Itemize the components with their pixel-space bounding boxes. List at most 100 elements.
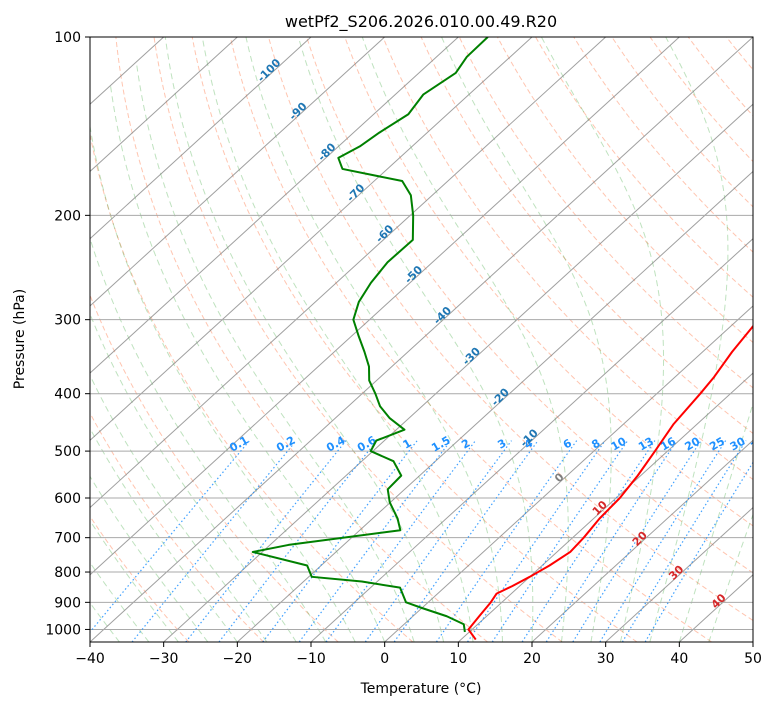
x-tick-label: 10 <box>449 651 467 667</box>
y-tick-label: 600 <box>54 491 81 507</box>
y-tick-label: 800 <box>54 565 81 581</box>
dewpoint-line <box>251 37 489 633</box>
y-tick-label: 200 <box>54 208 81 224</box>
isotherm-line <box>90 37 312 240</box>
moist-adiabat <box>297 37 534 642</box>
dry-adiabat <box>535 37 753 298</box>
moist-adiabat <box>361 37 569 642</box>
isotherm-line <box>236 170 753 642</box>
moist-adiabat <box>649 37 729 642</box>
y-tick-label: 300 <box>54 313 81 329</box>
x-tick-label: 20 <box>523 651 541 667</box>
mixing-ratio-line <box>393 440 539 642</box>
mixing-ratio-line <box>185 440 347 642</box>
moist-adiabat <box>245 37 504 642</box>
isotherm-line <box>90 37 753 642</box>
isotherm-line <box>605 506 753 642</box>
y-tick-label: 700 <box>54 531 81 547</box>
dry-adiabat <box>458 37 753 389</box>
isotherm-label: -50 <box>402 263 425 286</box>
isotherm-line <box>90 37 533 442</box>
y-tick-label: 500 <box>54 444 81 460</box>
mixing-ratio-line <box>545 440 678 642</box>
isotherm-label: 40 <box>709 591 729 611</box>
moist-adiabat <box>540 37 665 642</box>
isotherm-line <box>457 372 753 642</box>
x-tick-label: −20 <box>223 651 253 667</box>
x-tick-label: 30 <box>597 651 615 667</box>
isotherm-label: -20 <box>489 385 512 408</box>
isotherm-label: 10 <box>590 498 610 518</box>
x-tick-label: 0 <box>380 651 389 667</box>
dry-adiabat <box>115 37 488 642</box>
moist-adiabat <box>708 513 753 642</box>
dry-adiabat <box>687 37 753 117</box>
mixing-ratio-line <box>621 440 747 642</box>
mixing-ratio-label: 3 <box>495 437 508 452</box>
dry-adiabat <box>90 515 190 642</box>
axes: −40 −30 −20 −10 0 10 20 30 40 50 1000 900 800 700 600 5… <box>45 30 762 667</box>
isotherm-line <box>163 103 753 642</box>
mixing-ratio-line <box>131 440 297 642</box>
isotherm-line <box>531 439 753 642</box>
x-axis-label: Temperature (°C) <box>360 681 482 697</box>
mixing-ratio-line <box>599 440 727 642</box>
y-tick-label: 100 <box>54 30 81 46</box>
y-axis-label: Pressure (hPa) <box>12 289 28 389</box>
dry-adiabat <box>229 37 712 642</box>
isotherm-label: -100 <box>255 56 284 85</box>
mixing-ratio-line <box>325 440 476 642</box>
background-lines: 0.1 0.2 0.4 0.6 1 1.5 2 3 4 6 8 10 13 16 20 25 30 36-100-… <box>90 37 775 642</box>
dry-adiabat <box>191 37 638 642</box>
moist-adiabat <box>90 236 327 642</box>
y-tick-label: 1000 <box>45 622 81 638</box>
mixing-ratio-line <box>262 440 418 642</box>
isotherm-label: -60 <box>373 222 396 245</box>
isotherm-label: -10 <box>518 426 541 449</box>
plot-frame <box>89 36 754 643</box>
mixing-ratio-line <box>364 440 513 642</box>
dry-adiabat <box>649 37 753 163</box>
mixing-ratio-line <box>435 440 578 642</box>
dry-adiabat <box>765 37 775 642</box>
moist-adiabat <box>90 519 179 642</box>
y-tick-label: 900 <box>54 595 81 611</box>
moist-adiabat <box>135 61 415 642</box>
mixing-ratio-label: 36 <box>748 434 768 453</box>
isotherm-label: -80 <box>315 140 338 163</box>
dry-adiabat <box>611 37 753 208</box>
dry-adiabat <box>90 131 414 642</box>
mixing-ratio-line <box>644 461 753 642</box>
isotherm-label: -40 <box>431 304 454 327</box>
dry-adiabat <box>496 37 753 344</box>
isotherm-line <box>90 37 607 509</box>
x-tick-label: 40 <box>670 651 688 667</box>
x-tick-label: −30 <box>149 651 179 667</box>
isotherm-line <box>90 37 680 576</box>
mixing-ratio-line <box>467 440 606 642</box>
mixing-ratio-label: 6 <box>561 436 574 451</box>
isotherm-line <box>310 237 753 642</box>
dry-adiabat <box>725 37 753 71</box>
mixing-ratio-line <box>218 440 378 642</box>
dry-adiabat <box>268 37 753 622</box>
moist-adiabat <box>201 37 474 642</box>
x-tick-label: −40 <box>75 651 105 667</box>
isotherm-line <box>90 37 238 173</box>
temperature-line <box>467 324 753 641</box>
mixing-ratio-label: 8 <box>589 437 602 452</box>
isotherm-line <box>90 37 386 307</box>
moist-adiabat <box>441 37 612 642</box>
moist-adiabat <box>90 123 356 642</box>
dry-adiabat <box>382 37 753 481</box>
moist-adiabat <box>90 374 268 642</box>
x-tick-label: 50 <box>744 651 762 667</box>
isotherm-line <box>384 305 753 642</box>
moist-adiabat <box>90 602 120 642</box>
dry-adiabat <box>306 37 753 574</box>
moist-adiabat <box>678 401 753 642</box>
dry-adiabat <box>344 37 753 527</box>
chart-title: wetPf2_S206.2026.010.00.49.R20 <box>285 12 557 32</box>
isotherm-label: 30 <box>666 562 686 582</box>
